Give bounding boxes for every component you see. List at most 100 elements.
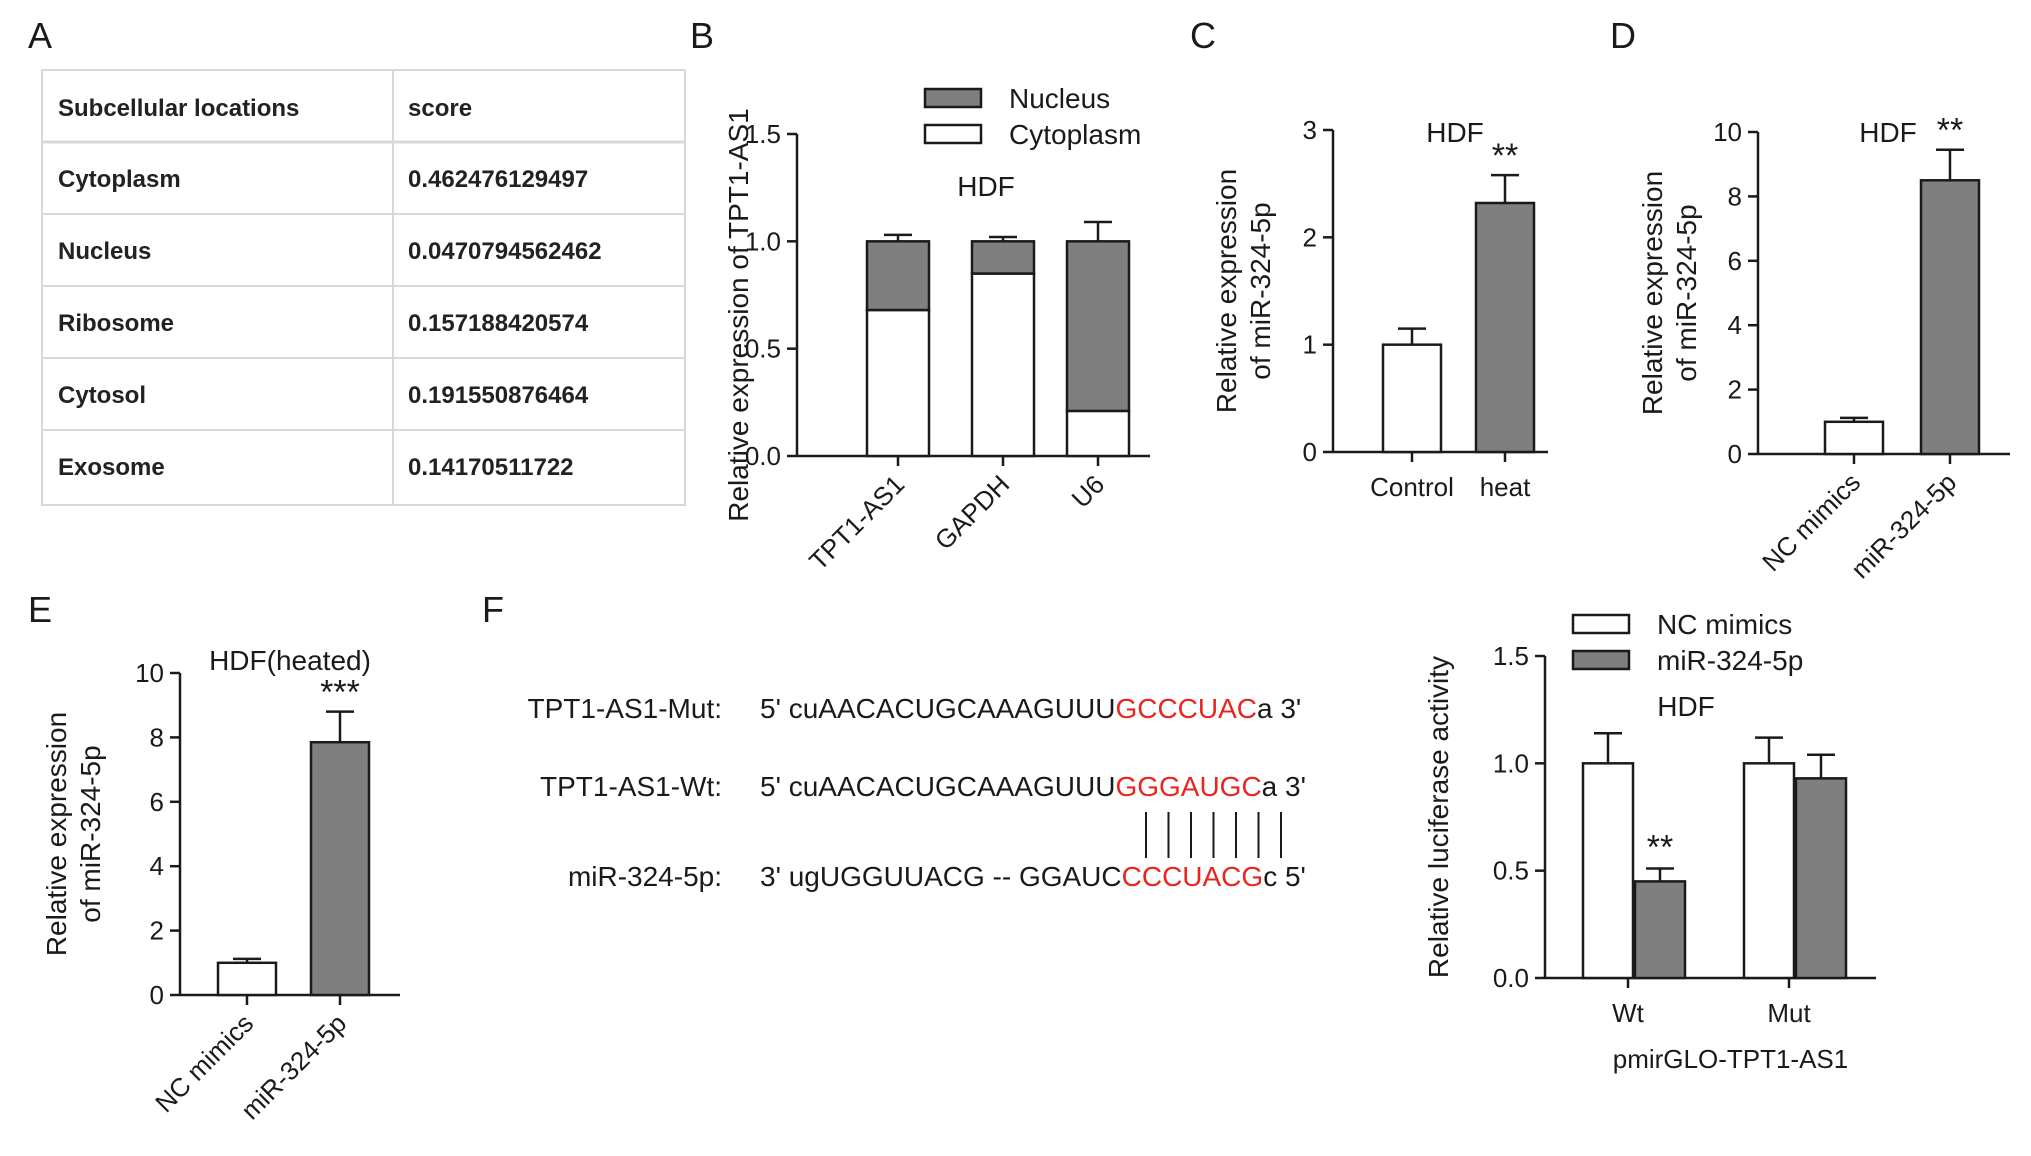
table-cell-score: 0.0470794562462	[408, 238, 602, 265]
y-tick-label: 0.0	[1493, 963, 1529, 993]
y-axis-title: Relative expression	[1211, 169, 1242, 413]
sequence-prefix: 5' cuAACACUGCAAAGUUU	[760, 771, 1115, 802]
y-tick-label: 1.5	[745, 119, 781, 149]
bar-cytoplasm	[865, 308, 931, 458]
chart-title: HDF	[1859, 117, 1917, 148]
bar	[1823, 420, 1885, 456]
y-tick-label: 6	[150, 787, 164, 817]
chart-d-mimics-expression: 0 2 4 6 8 10 Relative expression of miR-324-5p H…	[1637, 112, 2010, 584]
sequence-row: TPT1-AS1-Mut: 5' cuAACACUGCAAAGUUUGCCCUAC…	[528, 693, 1302, 724]
x-tick-label: Control	[1370, 472, 1454, 502]
chart-e-heated-mimics-expression: 0 2 4 6 8 10 Relative expression of miR-324-5p H…	[41, 645, 400, 1125]
sequence-highlight: GCCCUAC	[1115, 693, 1257, 724]
y-tick-label: 0.5	[1493, 856, 1529, 886]
panel-letter-b: B	[690, 15, 714, 56]
y-tick-label: 1.5	[1493, 641, 1529, 671]
x-tick-label: heat	[1480, 472, 1531, 502]
panel-letter-a: A	[28, 15, 52, 56]
significance-marker: **	[1647, 829, 1673, 867]
table-cell-location: Ribosome	[58, 310, 174, 337]
y-tick-label: 6	[1728, 246, 1742, 276]
sequence-prefix: 3' ugUGGUUACG -- GGAUC	[760, 861, 1122, 892]
panel-letter-e: E	[28, 589, 52, 630]
chart-title: HDF	[957, 171, 1015, 202]
sequence-suffix: a 3'	[1257, 693, 1301, 724]
bar	[1742, 762, 1796, 980]
legend-label: Cytoplasm	[1009, 119, 1141, 150]
x-tick-label: Mut	[1767, 998, 1811, 1028]
panel-letter-d: D	[1610, 15, 1636, 56]
table-cell-score: 0.462476129497	[408, 166, 588, 193]
sequence-suffix: a 3'	[1262, 771, 1306, 802]
bar	[1633, 880, 1687, 980]
table-cell-location: Cytosol	[58, 382, 146, 409]
table-row: Exosome 0.14170511722	[58, 454, 574, 481]
x-tick-label: GAPDH	[929, 469, 1016, 556]
table-row: Nucleus 0.0470794562462	[58, 238, 602, 265]
table-row: Cytoplasm 0.462476129497	[58, 166, 588, 193]
bar-nucleus	[865, 240, 931, 312]
y-tick-label: 0.0	[745, 441, 781, 471]
y-tick-label: 0	[150, 980, 164, 1010]
panel-letter-c: C	[1190, 15, 1216, 56]
bar-cytoplasm	[970, 272, 1036, 458]
legend-swatch	[923, 87, 983, 109]
table-row: Ribosome 0.157188420574	[58, 310, 589, 337]
y-axis-title: of miR-324-5p	[75, 745, 106, 922]
y-tick-label: 4	[150, 851, 164, 881]
sequence-prefix: 5' cuAACACUGCAAAGUUU	[760, 693, 1115, 724]
y-tick-label: 2	[1728, 375, 1742, 405]
table-border	[41, 69, 686, 506]
significance-marker: **	[1937, 112, 1963, 150]
sequence-row: TPT1-AS1-Wt: 5' cuAACACUGCAAAGUUUGGGAUGCa…	[540, 771, 1306, 802]
sequence-text: 5' cuAACACUGCAAAGUUUGGGAUGCa 3'	[760, 771, 1306, 802]
panel-letter-f: F	[482, 589, 504, 630]
y-axis-title: Relative expression	[41, 712, 72, 956]
legend: Nucleus Cytoplasm	[923, 83, 1141, 150]
bar-nucleus	[970, 240, 1036, 275]
chart-title: HDF	[1426, 117, 1484, 148]
x-tick-label: TPT1-AS1	[803, 469, 910, 576]
y-tick-label: 0	[1303, 437, 1317, 467]
y-axis-title: Relative expression	[1637, 171, 1668, 415]
legend-swatch	[1571, 613, 1631, 635]
y-tick-label: 2	[1303, 222, 1317, 252]
y-tick-label: 3	[1303, 115, 1317, 145]
significance-marker: ***	[320, 674, 360, 712]
y-tick-label: 1.0	[1493, 748, 1529, 778]
sequence-label: TPT1-AS1-Mut:	[528, 693, 722, 724]
legend-label: Nucleus	[1009, 83, 1110, 114]
bar	[1474, 201, 1536, 454]
y-tick-label: 10	[1713, 117, 1742, 147]
bar	[1919, 179, 1981, 456]
subcellular-table: Subcellular locations score Cytoplasm 0.462…	[41, 69, 686, 506]
y-tick-label: 2	[150, 916, 164, 946]
legend-label: miR-324-5p	[1657, 645, 1803, 676]
y-tick-label: 4	[1728, 310, 1742, 340]
legend: NC mimics miR-324-5p	[1571, 609, 1803, 676]
sequence-text: 3' ugUGGUUACG -- GGAUCCCCUACGc 5'	[760, 861, 1306, 892]
y-axis-title: Relative luciferase activity	[1423, 656, 1454, 978]
y-tick-label: 10	[135, 658, 164, 688]
sequence-row: miR-324-5p: 3' ugUGGUUACG -- GGAUCCCCUACG…	[568, 861, 1306, 892]
y-tick-label: 1.0	[745, 226, 781, 256]
sequence-text: 5' cuAACACUGCAAAGUUUGCCCUACa 3'	[760, 693, 1301, 724]
x-tick-label: U6	[1066, 469, 1111, 514]
y-tick-label: 8	[1728, 181, 1742, 211]
sequence-label: TPT1-AS1-Wt:	[540, 771, 722, 802]
chart-c-heat-expression: 0 1 2 3 Relative expression of miR-324-5p HDF C…	[1211, 115, 1548, 502]
table-cell-location: Cytoplasm	[58, 166, 181, 193]
y-tick-label: 8	[150, 722, 164, 752]
significance-marker: **	[1492, 137, 1518, 175]
table-cell-score: 0.191550876464	[408, 382, 589, 409]
y-axis-title: of miR-324-5p	[1245, 202, 1276, 379]
bar	[1581, 762, 1635, 980]
table-header-score: score	[408, 95, 472, 122]
x-tick-label: Wt	[1612, 998, 1645, 1028]
table-rows: Subcellular locations score Cytoplasm 0.462…	[42, 95, 685, 481]
sequence-highlight: CCCUACG	[1122, 861, 1264, 892]
legend-swatch	[1571, 649, 1631, 671]
bar-nucleus	[1065, 240, 1131, 413]
